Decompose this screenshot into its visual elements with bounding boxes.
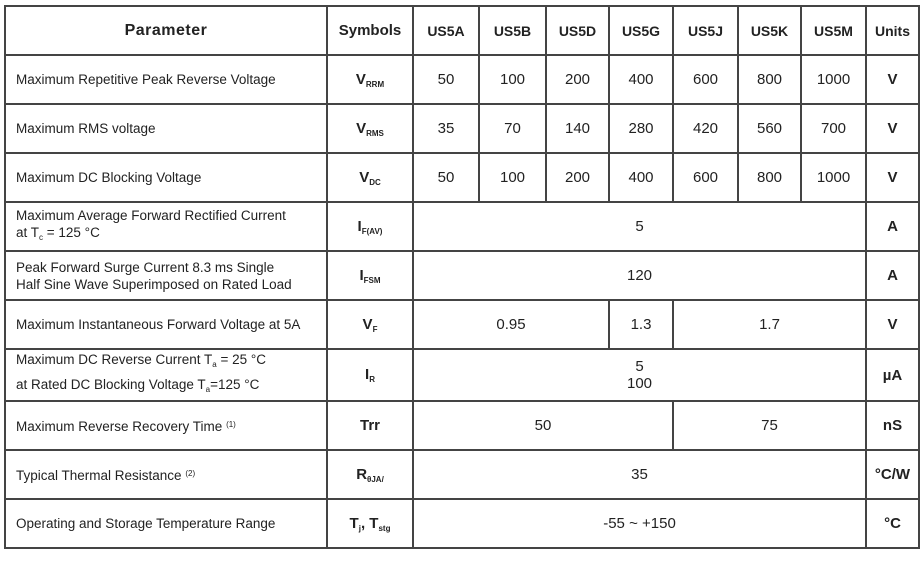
table-row: Peak Forward Surge Current 8.3 ms Single… [4, 250, 920, 301]
parameter-cell: Maximum Average Forward Rectified Curren… [4, 201, 328, 252]
symbol-cell: RθJA/ [326, 449, 414, 500]
header-model-us5a: US5A [412, 5, 480, 56]
table-row: Maximum DC Reverse Current Ta = 25 °C at … [4, 348, 920, 402]
value-cell: 120 [412, 250, 867, 301]
value-cell: -55 ~ +150 [412, 498, 867, 549]
value-cell: 600 [672, 152, 739, 203]
ratings-table: Parameter Symbols US5A US5B US5D US5G US5J US… [4, 5, 920, 549]
header-model-us5k: US5K [737, 5, 802, 56]
value-cell: 70 [478, 103, 547, 154]
header-model-us5d: US5D [545, 5, 610, 56]
value-cell: 560 [737, 103, 802, 154]
value-cell: 200 [545, 152, 610, 203]
header-model-us5g: US5G [608, 5, 674, 56]
value-cell: 1.3 [608, 299, 674, 350]
symbol-cell: IR [326, 348, 414, 402]
table-row: Maximum Reverse Recovery Time (1) Trr 50 75… [4, 400, 920, 451]
symbol-cell: Trr [326, 400, 414, 451]
parameter-line: Maximum DC Blocking Voltage [16, 170, 202, 185]
header-model-us5m: US5M [800, 5, 867, 56]
value-cell: 75 [672, 400, 867, 451]
header-row: Parameter Symbols US5A US5B US5D US5G US5J US… [4, 5, 920, 56]
parameter-line: Maximum DC Reverse Current Ta = 25 °C [16, 352, 267, 369]
header-units: Units [865, 5, 920, 56]
parameter-line: Maximum RMS voltage [16, 121, 156, 136]
parameter-line: Maximum Average Forward Rectified Curren… [16, 208, 286, 223]
parameter-line: at Rated DC Blocking Voltage Ta=125 °C [16, 377, 260, 394]
parameter-cell: Maximum Instantaneous Forward Voltage at… [4, 299, 328, 350]
table-row: Operating and Storage Temperature Range T… [4, 498, 920, 549]
value-cell: 140 [545, 103, 610, 154]
value-cell: 420 [672, 103, 739, 154]
parameter-line: Maximum Reverse Recovery Time (1) [16, 419, 236, 434]
parameter-cell: Maximum Reverse Recovery Time (1) [4, 400, 328, 451]
parameter-line: Maximum Instantaneous Forward Voltage at… [16, 317, 301, 332]
value-cell: 35 [412, 103, 480, 154]
table-row: Typical Thermal Resistance (2) RθJA/35 °C/… [4, 449, 920, 500]
value-cell: 50 [412, 152, 480, 203]
value-cell: 1000 [800, 54, 867, 105]
parameter-line: Typical Thermal Resistance (2) [16, 468, 196, 483]
table-row: Maximum Instantaneous Forward Voltage at… [4, 299, 920, 350]
value-cell: 1000 [800, 152, 867, 203]
unit-cell: °C [865, 498, 920, 549]
parameter-line: Operating and Storage Temperature Range [16, 516, 276, 531]
parameter-line: Maximum Repetitive Peak Reverse Voltage [16, 72, 276, 87]
value-cell: 800 [737, 152, 802, 203]
symbol-cell: VRRM [326, 54, 414, 105]
parameter-line: Half Sine Wave Superimposed on Rated Loa… [16, 276, 292, 292]
header-model-us5j: US5J [672, 5, 739, 56]
value-cell: 1.7 [672, 299, 867, 350]
unit-cell: °C/W [865, 449, 920, 500]
value-cell: 50 [412, 400, 674, 451]
symbol-cell: IFSM [326, 250, 414, 301]
unit-cell: V [865, 299, 920, 350]
unit-cell: V [865, 152, 920, 203]
value-cell: 100 [478, 152, 547, 203]
value-cell: 400 [608, 54, 674, 105]
table-row: Maximum Repetitive Peak Reverse Voltage V… [4, 54, 920, 105]
symbol-cell: IF(AV) [326, 201, 414, 252]
value-cell: 100 [478, 54, 547, 105]
symbol-cell: VDC [326, 152, 414, 203]
unit-cell: A [865, 250, 920, 301]
parameter-line: at Tc = 125 °C [16, 225, 100, 242]
symbol-cell: VF [326, 299, 414, 350]
unit-cell: nS [865, 400, 920, 451]
table-row: Maximum Average Forward Rectified Curren… [4, 201, 920, 252]
value-cell: 400 [608, 152, 674, 203]
value-cell: 600 [672, 54, 739, 105]
value-cell: 280 [608, 103, 674, 154]
table-row: Maximum RMS voltage VRMS 35 70 140 280 420 560 7… [4, 103, 920, 154]
parameter-line: Peak Forward Surge Current 8.3 ms Single [16, 259, 275, 275]
value-cell: 5 [412, 201, 867, 252]
parameter-cell: Maximum DC Reverse Current Ta = 25 °C at … [4, 348, 328, 402]
header-model-us5b: US5B [478, 5, 547, 56]
value-cell: 50 [412, 54, 480, 105]
value-cell: 0.95 [412, 299, 610, 350]
unit-cell: V [865, 103, 920, 154]
parameter-cell: Maximum RMS voltage [4, 103, 328, 154]
unit-cell: A [865, 201, 920, 252]
parameter-cell: Operating and Storage Temperature Range [4, 498, 328, 549]
unit-cell: µA [865, 348, 920, 402]
value-cell: 800 [737, 54, 802, 105]
value-cell: 700 [800, 103, 867, 154]
symbol-cell: Tj, Tstg [326, 498, 414, 549]
header-parameter: Parameter [4, 5, 328, 56]
value-cell: 200 [545, 54, 610, 105]
parameter-cell: Maximum Repetitive Peak Reverse Voltage [4, 54, 328, 105]
table-row: Maximum DC Blocking Voltage VDC 50 100 200 40… [4, 152, 920, 203]
value-cell: 5 100 [412, 348, 867, 402]
symbol-cell: VRMS [326, 103, 414, 154]
parameter-cell: Peak Forward Surge Current 8.3 ms Single… [4, 250, 328, 301]
unit-cell: V [865, 54, 920, 105]
value-cell: 35 [412, 449, 867, 500]
parameter-cell: Maximum DC Blocking Voltage [4, 152, 328, 203]
parameter-cell: Typical Thermal Resistance (2) [4, 449, 328, 500]
header-symbols: Symbols [326, 5, 414, 56]
